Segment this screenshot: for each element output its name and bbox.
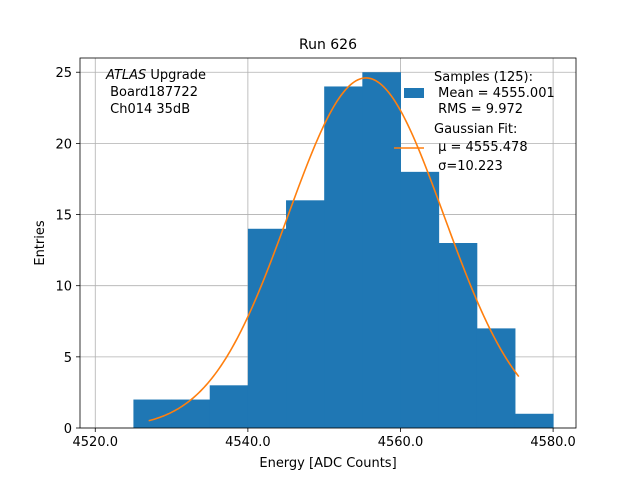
plot-frame <box>79 57 577 429</box>
gaussian-fit <box>148 77 520 422</box>
histogram-bar <box>476 328 516 428</box>
annotation-line-2: Board187722 <box>106 85 198 100</box>
legend-samples-swatch <box>404 88 424 98</box>
y-tick-label: 15 <box>55 209 72 224</box>
histogram-bar <box>247 228 287 428</box>
svg-text:ATLAS Upgrade: ATLAS Upgrade <box>105 68 206 83</box>
atlas-italic-text: ATLAS <box>105 68 146 83</box>
legend-samples-line-3: RMS = 9.972 <box>434 102 523 117</box>
atlas-annotation: ATLAS Upgrade Board187722 Ch014 35dB <box>105 68 206 117</box>
legend: Samples (125): Mean = 4555.001 RMS = 9.9… <box>394 70 555 174</box>
y-axis-label: Entries <box>33 220 48 266</box>
histogram-bars <box>133 72 554 428</box>
y-axis-ticks: 0 5 10 15 20 25 <box>55 66 80 437</box>
x-axis-ticks: 4520.0 4540.0 4560.0 4580.0 <box>73 428 576 450</box>
y-tick-label: 5 <box>64 351 72 366</box>
legend-samples-line-2: Mean = 4555.001 <box>434 86 555 101</box>
y-tick-label: 10 <box>55 280 72 295</box>
histogram-bar <box>209 385 249 428</box>
x-tick-label: 4520.0 <box>73 435 119 450</box>
y-tick-label: 25 <box>55 66 72 81</box>
histogram-bar <box>400 171 440 428</box>
histogram-bar <box>324 86 363 428</box>
fit-curve <box>148 77 520 422</box>
annotation-line-3: Ch014 35dB <box>106 102 190 117</box>
histogram-bar <box>133 399 173 428</box>
histogram-bar <box>514 413 554 428</box>
legend-fit-line-1: Gaussian Fit: <box>434 122 517 137</box>
annotation-line-1: Upgrade <box>146 68 206 83</box>
x-axis-label: Energy [ADC Counts] <box>259 456 396 471</box>
histogram-bar <box>438 243 478 428</box>
x-tick-label: 4560.0 <box>378 435 424 450</box>
legend-samples-line-1: Samples (125): <box>434 70 533 85</box>
y-tick-label: 20 <box>55 137 72 152</box>
legend-fit-line-3: σ=10.223 <box>434 159 503 174</box>
histogram-bar <box>171 399 211 428</box>
histogram-bar <box>286 200 325 428</box>
chart-title: Run 626 <box>299 37 357 53</box>
x-tick-label: 4540.0 <box>225 435 271 450</box>
x-tick-label: 4580.0 <box>530 435 576 450</box>
histogram-bar <box>362 72 401 428</box>
y-tick-label: 0 <box>64 422 72 437</box>
legend-fit-line-2: μ = 4555.478 <box>434 140 528 155</box>
